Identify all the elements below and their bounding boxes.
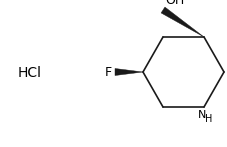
Text: F: F [105,66,112,78]
Text: OH: OH [165,0,184,7]
Text: H: H [205,114,213,124]
Text: HCl: HCl [18,66,42,80]
Text: N: N [198,110,206,120]
Polygon shape [161,7,204,37]
Polygon shape [115,69,143,76]
